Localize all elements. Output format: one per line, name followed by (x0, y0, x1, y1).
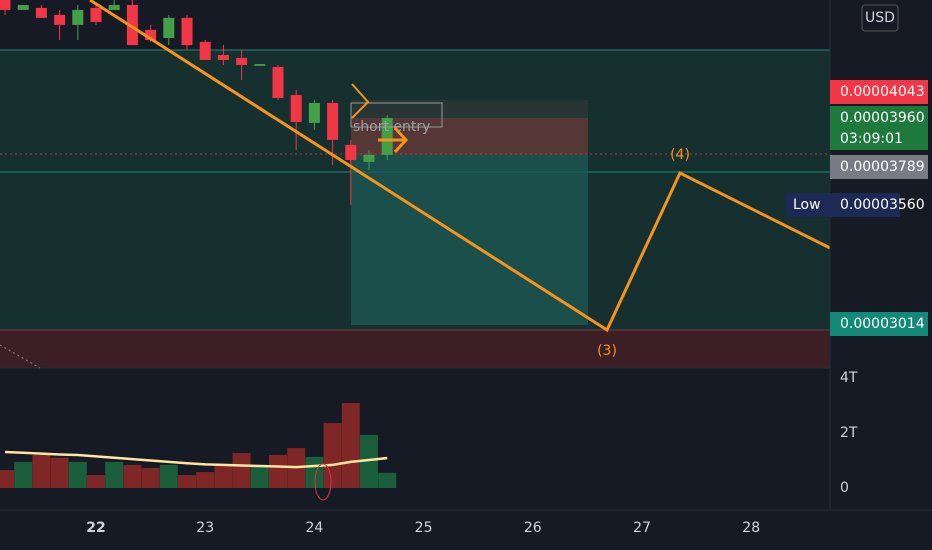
candle-body (290, 95, 302, 123)
price-tag (830, 312, 928, 336)
volume-ma (4, 450, 388, 469)
candle-body (72, 9, 84, 25)
x-tick-label: 28 (742, 520, 760, 536)
candle-body (108, 4, 120, 10)
x-tick-label: 27 (633, 520, 651, 536)
currency: USD (865, 10, 895, 26)
x-tick-label: 23 (196, 520, 214, 536)
candles (0, 0, 393, 205)
x-tick-label: 24 (305, 520, 323, 536)
wave-label: (4) (670, 147, 690, 163)
candle-body (272, 66, 284, 99)
volume-bar (87, 475, 105, 488)
price-tag (830, 80, 928, 104)
x-tick-label: 26 (524, 520, 542, 536)
candle-body (345, 144, 357, 161)
arrow (378, 126, 409, 154)
candle-body (126, 4, 138, 46)
candle-body (327, 103, 339, 140)
candle-body (163, 17, 175, 39)
candle-body (0, 0, 11, 10)
volume-bar (32, 455, 51, 488)
highlight (314, 463, 332, 501)
volume-bar (232, 453, 251, 488)
position-label: short entry (353, 119, 430, 135)
currency-box (861, 4, 899, 32)
countdown: 03:09:01 (840, 131, 903, 147)
volume-tick-label: 2T (840, 425, 858, 441)
candle-body (181, 17, 193, 46)
volume-bar (50, 457, 69, 488)
volume-bar (323, 423, 342, 488)
wave-label: (3) (597, 343, 617, 359)
volume-bar (159, 464, 178, 488)
x-tick-label: 25 (415, 520, 433, 536)
price-label: 0.00003014 (840, 316, 925, 332)
volume (0, 403, 397, 488)
candle-body (308, 103, 320, 123)
volume-tick-label: 0 (840, 480, 849, 496)
candle-body (145, 29, 157, 41)
position-top (351, 100, 588, 118)
candle-body (199, 41, 211, 60)
volume-bar (141, 467, 160, 488)
label-box (350, 102, 443, 128)
volume-bar (105, 461, 124, 488)
candle-body (236, 57, 248, 65)
candle-body (35, 7, 47, 18)
candle-body (90, 7, 102, 22)
price-label: 0.00004043 (840, 84, 925, 100)
x-tick-label: 22 (86, 520, 105, 536)
candle-body (17, 4, 29, 10)
wave-line (89, 0, 831, 333)
volume-bar (196, 472, 215, 488)
support-band (0, 330, 830, 368)
volume-bar (14, 461, 33, 488)
candle-body (54, 14, 66, 25)
volume-bar (269, 455, 287, 488)
candle-body (363, 154, 375, 162)
volume-bar (360, 434, 378, 488)
low-label: Low (793, 197, 821, 213)
candle-body (381, 117, 393, 155)
volume-bar (0, 470, 14, 488)
arrow (351, 83, 370, 119)
volume-tick-label: 4T (840, 370, 858, 386)
volume-bar (341, 403, 360, 488)
volume-bar (378, 472, 397, 488)
price-label: 0.00003560 (840, 197, 925, 213)
volume-bar (123, 464, 142, 488)
candle-body (217, 54, 229, 60)
price-label: 0.00003960 (840, 110, 925, 126)
price-label: 0.00003789 (840, 159, 925, 175)
volume-bar (178, 475, 196, 488)
price-tag (830, 106, 928, 150)
price-tag (786, 193, 900, 217)
volume-bar (68, 461, 87, 488)
volume-bar (250, 464, 269, 488)
candle-body (254, 64, 266, 66)
position-reward (351, 155, 588, 325)
price-tag (830, 155, 928, 179)
time-axis (0, 510, 932, 550)
volume-bar (305, 456, 324, 488)
volume-bar (214, 464, 233, 488)
